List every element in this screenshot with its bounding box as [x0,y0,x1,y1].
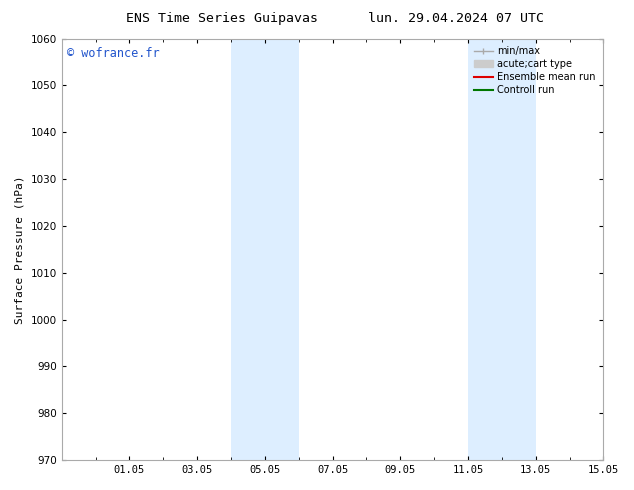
Y-axis label: Surface Pressure (hPa): Surface Pressure (hPa) [15,175,25,323]
Text: © wofrance.fr: © wofrance.fr [67,47,160,60]
Bar [468,39,536,460]
Legend: min/max, acute;cart type, Ensemble mean run, Controll run: min/max, acute;cart type, Ensemble mean … [471,44,598,98]
Bar [231,39,299,460]
Text: lun. 29.04.2024 07 UTC: lun. 29.04.2024 07 UTC [368,12,545,25]
Text: ENS Time Series Guipavas: ENS Time Series Guipavas [126,12,318,25]
